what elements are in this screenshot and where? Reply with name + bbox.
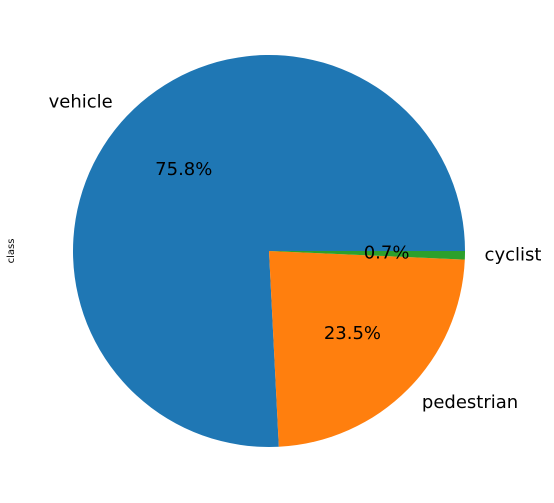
pie-labels: vehicle 75.8% pedestrian 23.5% cyclist 0.7% (49, 91, 542, 413)
slice-label-cyclist: cyclist (485, 245, 542, 266)
slice-label-vehicle: vehicle (49, 91, 113, 112)
pie-slices (72, 54, 466, 448)
slice-percent-cyclist: 0.7% (364, 243, 410, 264)
y-axis-label: class (6, 239, 17, 264)
pie-slice-pedestrian (269, 251, 465, 447)
slice-percent-vehicle: 75.8% (155, 159, 212, 180)
pie-slice-cyclist (269, 251, 465, 260)
slice-percent-pedestrian: 23.5% (324, 323, 381, 344)
slice-label-pedestrian: pedestrian (422, 392, 518, 413)
